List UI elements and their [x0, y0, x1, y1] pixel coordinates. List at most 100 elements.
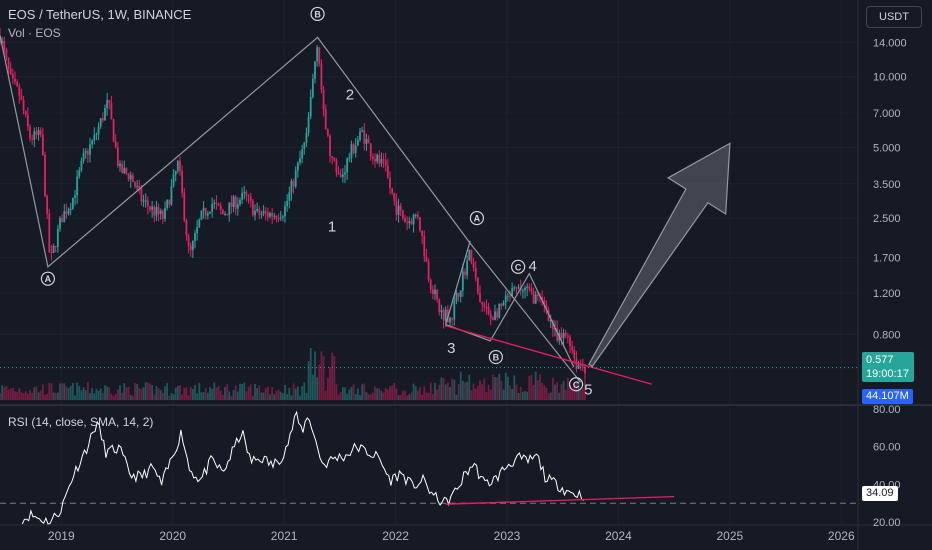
volume-bar	[149, 383, 151, 400]
volume-bar	[221, 394, 224, 400]
volume-bar	[461, 380, 464, 400]
volume-bar	[61, 383, 64, 400]
volume-bar	[144, 382, 147, 400]
volume-bar	[470, 390, 473, 400]
volume-bar	[464, 382, 466, 400]
volume-bar	[63, 383, 66, 400]
rsi-tick-label: 60.00	[873, 442, 901, 454]
volume-bar	[442, 377, 445, 400]
candle-body	[39, 130, 42, 135]
candle-body	[286, 200, 289, 207]
candle-body	[290, 180, 293, 193]
volume-bar	[485, 392, 488, 400]
candle-body	[63, 211, 66, 223]
volume-bar	[26, 393, 29, 400]
candle-body	[474, 267, 477, 278]
candle-body	[461, 271, 464, 291]
candle-body	[324, 109, 327, 130]
currency-button[interactable]: USDT	[866, 6, 922, 28]
volume-bar	[414, 386, 417, 400]
volume-bar	[224, 387, 226, 400]
candle-body	[532, 291, 535, 304]
candle-body	[419, 217, 421, 231]
candle-body	[429, 279, 432, 290]
candle-body	[269, 213, 271, 217]
candle-body	[481, 302, 484, 305]
volume-bar	[509, 385, 511, 400]
wave-label: 4	[528, 258, 536, 275]
candle-body	[502, 302, 505, 306]
wave-label: 2	[346, 86, 354, 103]
volume-bar	[206, 392, 209, 400]
volume-bar	[296, 386, 299, 400]
volume-bar	[112, 395, 115, 400]
volume-bar	[172, 394, 175, 400]
volume-bar	[421, 394, 424, 400]
x-tick-label: 2026	[828, 529, 855, 543]
volume-bar	[524, 391, 526, 400]
volume-bar	[18, 388, 21, 400]
candle-body	[71, 197, 74, 209]
candle-body	[393, 192, 396, 202]
candle-body	[423, 236, 426, 257]
candle-body	[292, 180, 295, 187]
volume-bars	[0, 348, 586, 400]
volume-bar	[434, 382, 436, 400]
candle-body	[309, 96, 312, 117]
volume-bar	[20, 392, 23, 400]
candle-body	[37, 130, 40, 135]
candle-body	[129, 175, 132, 180]
y-tick-label: 7.000	[873, 108, 901, 120]
volume-bar	[226, 384, 229, 400]
candle-body	[219, 205, 222, 210]
candle-body	[230, 202, 233, 207]
candle-body	[95, 133, 98, 135]
candle-body	[281, 216, 284, 218]
volume-bar	[86, 382, 89, 400]
candle-body	[181, 171, 184, 193]
rsi-line	[21, 410, 584, 525]
candle-body	[185, 220, 188, 236]
candle-body	[569, 336, 571, 347]
volume-bar	[322, 356, 325, 400]
volume-bar	[476, 385, 479, 400]
candle-body	[104, 108, 106, 121]
candle-body	[84, 150, 87, 153]
volume-bar	[249, 384, 252, 400]
candle-body	[408, 221, 411, 224]
candle-body	[571, 346, 574, 350]
wave-label-circle	[511, 259, 526, 274]
volume-bar	[258, 385, 261, 400]
candle-body	[91, 140, 94, 145]
candle-body	[436, 289, 439, 300]
volume-bar	[380, 390, 383, 400]
candle-body	[78, 170, 81, 177]
volume-bar	[211, 388, 214, 400]
volume-bar	[427, 393, 430, 400]
volume-bar	[564, 389, 567, 400]
volume-bar	[393, 383, 396, 400]
volume-bar	[326, 377, 329, 400]
volume-bar	[121, 392, 124, 400]
candle-body	[59, 218, 61, 229]
candle-body	[204, 207, 207, 216]
candle-body	[584, 367, 586, 374]
candle-body	[260, 213, 263, 215]
candle-body	[466, 260, 469, 276]
volume-bar	[309, 348, 312, 400]
candle-body	[509, 295, 511, 297]
volume-bar	[389, 386, 391, 400]
volume-bar	[569, 385, 571, 400]
candle-body	[33, 131, 36, 140]
volume-bar	[194, 384, 196, 400]
volume-bar	[181, 394, 184, 400]
candle-body	[442, 310, 445, 321]
volume-bar	[215, 387, 218, 400]
volume-bar	[65, 386, 68, 400]
candle-body	[183, 192, 186, 221]
candle-body	[307, 116, 310, 133]
volume-bar	[39, 390, 42, 400]
